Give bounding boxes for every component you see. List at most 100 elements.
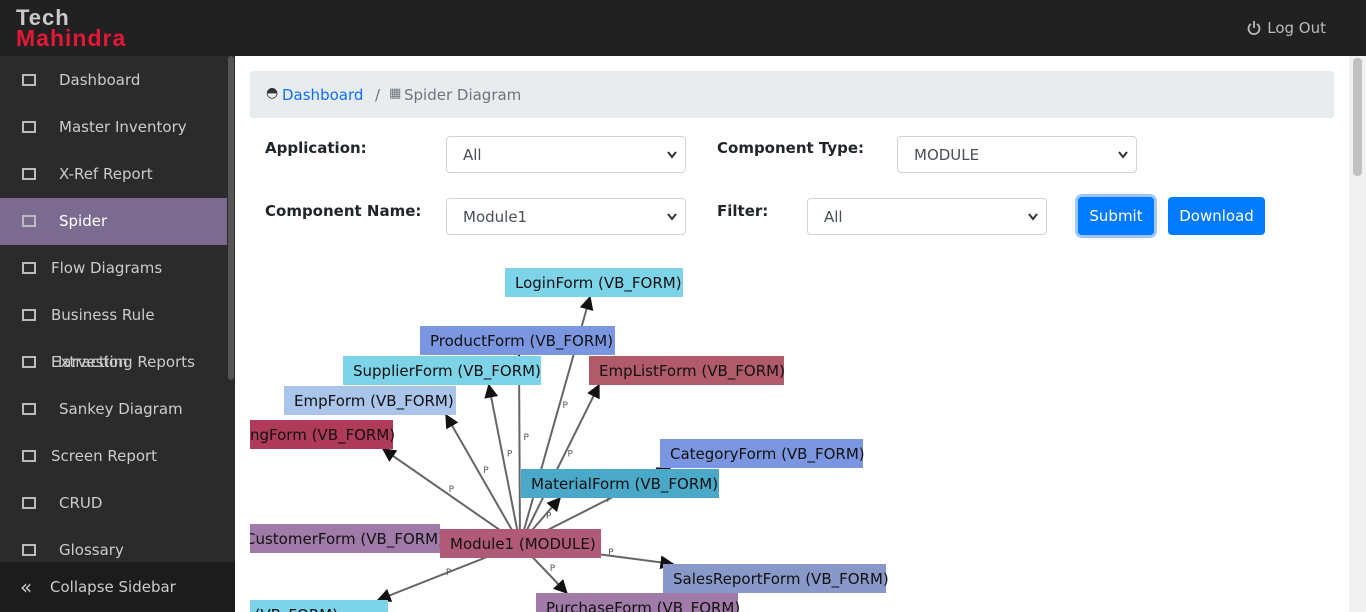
center-node	[440, 529, 601, 558]
node	[284, 386, 456, 415]
nav-item[interactable]: Glossary	[0, 527, 227, 574]
node-label: EmpListForm (VB_FORM)	[599, 362, 785, 381]
node-label: SalesReportForm (VB_FORM)	[673, 570, 889, 589]
breadcrumb: ◓ Dashboard / ▦ Spider Diagram	[250, 71, 1334, 118]
nav-item[interactable]: Business Rule Extraction	[0, 292, 227, 371]
nav-item[interactable]: Flow Diagrams	[0, 245, 227, 292]
node-label: LoginForm (VB_FORM)	[515, 274, 682, 293]
breadcrumb-link[interactable]: Dashboard	[282, 86, 364, 104]
edge-label: P	[608, 548, 614, 558]
select[interactable]: All	[807, 198, 1047, 235]
nav-item[interactable]: X-Ref Report	[0, 151, 227, 198]
edges: PPPPPPPPPPPP	[376, 295, 675, 602]
edge	[512, 353, 527, 545]
nav-icon	[22, 121, 36, 133]
node	[420, 326, 615, 355]
logout[interactable]: Log Out	[1247, 19, 1326, 37]
nav-text: Dashboard	[59, 71, 141, 89]
nav-icon	[22, 497, 36, 509]
edge-label: P	[446, 568, 452, 578]
nav-item[interactable]: Sankey Diagram	[0, 386, 227, 433]
edge	[519, 383, 600, 545]
node-label: CustomerForm (VB_FORM)	[250, 530, 444, 549]
sidebar: Glossary CRUD Screen Report Sankey Diagram H…	[0, 56, 235, 612]
node-label: ProductForm (VB_FORM)	[430, 332, 613, 351]
nav-text: Flow Diagrams	[51, 259, 163, 277]
node	[521, 469, 719, 498]
edge-label: P	[546, 512, 552, 522]
nav-icon	[22, 215, 36, 227]
brand: Tech	[16, 5, 70, 30]
logout-text: Log Out	[1267, 19, 1326, 37]
nav-icon	[22, 262, 36, 274]
nav-text: Glossary	[59, 541, 124, 559]
label: Application:	[265, 139, 367, 157]
node-label: MaterialForm (VB_FORM)	[531, 475, 718, 494]
nav-text: Spider	[59, 212, 108, 230]
nav-icon	[22, 450, 36, 462]
top-bar: Tech Mahindra Log Out	[0, 0, 1366, 56]
select-value: MODULE	[914, 146, 980, 164]
main: ◓ Dashboard / ▦ Spider Diagram Applicati…	[235, 56, 1349, 612]
nav-item[interactable]: CRUD	[0, 480, 227, 527]
node	[250, 420, 393, 449]
nav-item[interactable]: Harvesting Reports	[0, 339, 227, 386]
download-button[interactable]: Download	[1168, 197, 1265, 235]
node	[660, 439, 863, 468]
node	[663, 564, 886, 593]
edge	[445, 413, 521, 545]
label: Component Name:	[265, 202, 422, 220]
submit-button[interactable]: Submit	[1078, 197, 1154, 235]
select-value: All	[463, 146, 482, 164]
edge-label: P	[607, 495, 613, 505]
select[interactable]: Module1	[446, 198, 686, 235]
node-label: SupplierForm (VB_FORM)	[353, 362, 541, 381]
sidebar-scrollbar	[228, 56, 234, 380]
nav-icon	[22, 309, 36, 321]
scroll-thumb	[1353, 58, 1362, 176]
nodes: LoginForm (VB_FORM) ProductForm (VB_FORM)…	[250, 268, 889, 612]
edge-label: P	[523, 433, 529, 443]
node	[505, 268, 683, 297]
edge-label: P	[567, 450, 573, 460]
collapse-sidebar[interactable]: «Collapse Sidebar	[0, 562, 235, 612]
label: Component Type:	[717, 139, 865, 157]
node-label: PurchaseForm (VB_FORM)	[546, 599, 740, 612]
node-label: Report (VB_FORM)	[250, 606, 338, 612]
node-label: ngForm (VB_FORM)	[250, 426, 395, 445]
select[interactable]: All	[446, 136, 686, 173]
edge	[381, 448, 521, 545]
collapse-text: Collapse Sidebar	[50, 578, 176, 596]
select-value: Module1	[463, 208, 528, 226]
edge-label: P	[483, 466, 489, 476]
nav-icon	[22, 403, 36, 415]
spider-diagram: PPPPPPPPPPPP LoginForm (VB_FORM) ProductFo…	[250, 268, 889, 612]
edge-label: P	[449, 485, 455, 495]
nav-icon	[22, 74, 36, 86]
node	[250, 524, 440, 553]
nav-icon	[22, 544, 36, 556]
breadcrumb-current: Spider Diagram	[404, 86, 522, 104]
select[interactable]: MODULE	[897, 136, 1137, 173]
nav-text: Master Inventory	[59, 118, 187, 136]
nav-text: CRUD	[59, 494, 103, 512]
nav-item[interactable]: Spider	[0, 198, 227, 245]
brand: Mahindra	[16, 25, 127, 51]
nav-icon	[22, 168, 36, 180]
nav-text: Harvesting Reports	[51, 353, 195, 371]
nav-text: Screen Report	[51, 447, 158, 465]
node	[343, 356, 541, 385]
node	[250, 600, 388, 612]
node-label: EmpForm (VB_FORM)	[294, 392, 454, 411]
nav-text: X-Ref Report	[59, 165, 153, 183]
center-label: Module1 (MODULE)	[450, 535, 596, 553]
label: Filter:	[717, 202, 769, 220]
nav-item[interactable]: Screen Report	[0, 433, 227, 480]
node	[536, 593, 738, 612]
select-value: All	[824, 208, 843, 226]
nav-item[interactable]: Dashboard	[0, 57, 227, 104]
nav-item[interactable]: Master Inventory	[0, 104, 227, 151]
node-label: CategoryForm (VB_FORM)	[670, 445, 865, 464]
nav-text: Sankey Diagram	[59, 400, 183, 418]
